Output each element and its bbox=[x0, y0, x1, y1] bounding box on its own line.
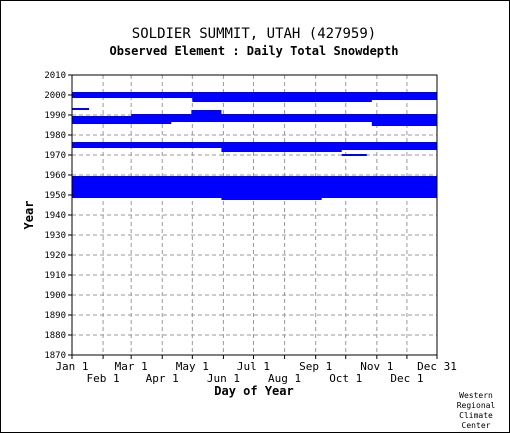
credit-line: Center bbox=[462, 421, 491, 430]
coverage-bars bbox=[72, 92, 437, 200]
x-tick-label: Dec 1 bbox=[390, 372, 423, 385]
coverage-bar bbox=[341, 154, 367, 156]
credit-block: Western Regional Climate Center bbox=[457, 391, 496, 430]
coverage-bar bbox=[131, 114, 437, 116]
y-tick-label: 1920 bbox=[44, 251, 66, 261]
credit-line: Western bbox=[459, 391, 493, 400]
x-tick-label: Aug 1 bbox=[268, 372, 301, 385]
x-tick-label: Nov 1 bbox=[360, 360, 393, 373]
coverage-bar bbox=[72, 108, 90, 110]
coverage-bar bbox=[371, 124, 437, 126]
y-tick-label: 1880 bbox=[44, 331, 66, 341]
x-tick-label: Jul 1 bbox=[237, 360, 270, 373]
coverage-bar bbox=[72, 146, 437, 148]
y-tick-label: 1980 bbox=[44, 131, 66, 141]
coverage-bar bbox=[72, 142, 437, 144]
coverage-bar bbox=[72, 186, 437, 188]
y-tick-label: 1990 bbox=[44, 111, 66, 121]
coverage-bar bbox=[72, 144, 437, 146]
x-axis-ticks: Jan 1 Mar 1 May 1 Jul 1 Sep 1 Nov 1 Dec 31 Feb … bbox=[55, 355, 457, 385]
coverage-bar bbox=[72, 178, 437, 180]
coverage-bar bbox=[72, 92, 437, 94]
coverage-bar bbox=[72, 194, 437, 196]
x-axis-label: Day of Year bbox=[214, 384, 293, 398]
coverage-bar bbox=[72, 180, 437, 182]
credit-line: Regional bbox=[457, 401, 496, 410]
coverage-bar bbox=[221, 198, 322, 200]
y-tick-label: 2000 bbox=[44, 91, 66, 101]
y-tick-label: 1910 bbox=[44, 271, 66, 281]
y-tick-label: 1930 bbox=[44, 231, 66, 241]
coverage-bar bbox=[192, 98, 437, 100]
y-tick-label: 1970 bbox=[44, 151, 66, 161]
coverage-bar bbox=[72, 120, 437, 122]
x-tick-label: Jun 1 bbox=[207, 372, 240, 385]
coverage-bar bbox=[72, 184, 437, 186]
coverage-bar bbox=[72, 188, 437, 190]
coverage-bar bbox=[221, 150, 342, 152]
y-tick-label: 1950 bbox=[44, 191, 66, 201]
y-tick-label: 1960 bbox=[44, 171, 66, 181]
credit-line: Climate bbox=[459, 411, 493, 420]
y-axis-ticks: 2010 2000 1990 1980 1970 1960 1950 1940 1930 1920… bbox=[44, 71, 72, 361]
y-tick-label: 1940 bbox=[44, 211, 66, 221]
y-tick-label: 1870 bbox=[44, 351, 66, 361]
coverage-bar bbox=[72, 116, 437, 118]
chart-title: SOLDIER SUMMIT, UTAH (427959) bbox=[132, 26, 376, 42]
chart-subtitle: Observed Element : Daily Total Snowdepth bbox=[110, 44, 399, 58]
x-tick-label: Feb 1 bbox=[87, 372, 120, 385]
coverage-bar bbox=[72, 196, 437, 198]
coverage-bar bbox=[371, 122, 437, 124]
x-tick-label: Apr 1 bbox=[146, 372, 179, 385]
coverage-bar bbox=[72, 192, 437, 194]
y-axis-label: Year bbox=[22, 201, 36, 230]
x-tick-label: Mar 1 bbox=[115, 360, 148, 373]
x-tick-label: Dec 31 bbox=[417, 360, 457, 373]
coverage-bar bbox=[192, 100, 372, 102]
coverage-bar bbox=[191, 112, 222, 114]
coverage-bar bbox=[72, 176, 437, 178]
coverage-bar bbox=[72, 122, 172, 124]
coverage-bar bbox=[72, 182, 437, 184]
x-tick-label: Jan 1 bbox=[55, 360, 88, 373]
coverage-bar bbox=[72, 96, 437, 98]
coverage-bar bbox=[72, 94, 437, 96]
coverage-bar bbox=[72, 118, 437, 120]
coverage-bar bbox=[72, 190, 437, 192]
x-tick-label: May 1 bbox=[176, 360, 209, 373]
coverage-bar bbox=[191, 110, 222, 112]
y-tick-label: 1900 bbox=[44, 291, 66, 301]
y-tick-label: 2010 bbox=[44, 71, 66, 81]
x-tick-label: Oct 1 bbox=[329, 372, 362, 385]
coverage-bar bbox=[221, 148, 437, 150]
x-tick-label: Sep 1 bbox=[299, 360, 332, 373]
y-tick-label: 1890 bbox=[44, 311, 66, 321]
